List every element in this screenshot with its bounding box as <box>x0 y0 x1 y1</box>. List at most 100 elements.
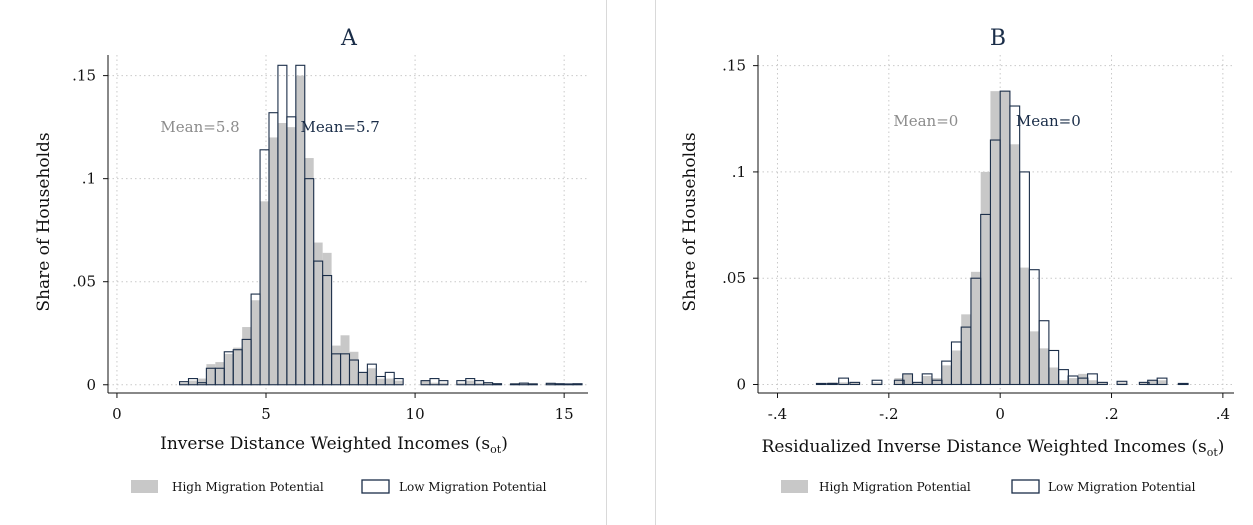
x-axis-label-close: ) <box>501 434 508 454</box>
y-tick-label: 0 <box>86 376 96 394</box>
low-bar <box>1156 377 1168 386</box>
high-bar <box>188 380 198 385</box>
high-bar <box>429 382 439 385</box>
x-tick-label: .2 <box>1104 405 1118 423</box>
y-tick-label: 0 <box>736 375 746 393</box>
mean-high-label: Mean=5.8 <box>160 118 239 136</box>
low-bar <box>1048 349 1060 386</box>
y-tick-label: .1 <box>82 170 96 188</box>
high-bar <box>1000 91 1010 385</box>
high-bar <box>980 171 991 385</box>
high-bar <box>179 382 189 385</box>
y-tick-label: .1 <box>732 163 746 181</box>
high-bar <box>358 372 368 385</box>
high-bar <box>385 378 395 385</box>
high-bar <box>242 327 252 385</box>
high-bar <box>260 201 269 385</box>
high-bar <box>1048 367 1059 385</box>
low-bar <box>509 383 520 386</box>
high-bar <box>1078 373 1088 385</box>
histogram-chart-a: A 0 .05 .1 .15 0 5 10 15 Mean=5.8 Mean=5.7 Shar… <box>34 26 588 494</box>
high-bar <box>465 380 475 385</box>
low-bar <box>554 383 565 386</box>
low-bar <box>893 379 905 386</box>
high-bar <box>277 123 287 385</box>
high-bar <box>268 137 278 385</box>
panel-a: A 0 .05 .1 .15 0 5 10 15 Mean=5.8 Mean=5.7 Shar… <box>0 0 607 525</box>
high-bar <box>286 127 296 385</box>
high-bar <box>1087 380 1098 385</box>
high-bar <box>340 335 350 385</box>
high-bar <box>1147 380 1158 385</box>
high-bar <box>197 378 207 385</box>
low-bar <box>366 363 377 386</box>
high-bar <box>902 373 913 385</box>
high-bar <box>849 382 860 385</box>
low-bar <box>492 383 503 386</box>
high-bar <box>546 383 556 385</box>
high-bar <box>1097 382 1108 385</box>
y-tick-label: .15 <box>72 67 96 85</box>
low-bar <box>849 381 861 386</box>
x-tick-label: -.2 <box>879 405 898 423</box>
legend-swatch-high <box>781 480 808 493</box>
high-bar <box>951 350 962 385</box>
high-bar <box>990 91 1001 385</box>
low-migration-bars <box>815 90 1189 386</box>
low-bar <box>1177 382 1189 386</box>
high-bar <box>215 362 225 385</box>
legend-label-high: High Migration Potential <box>819 480 971 494</box>
mean-low-label: Mean=5.7 <box>301 118 380 136</box>
high-bar <box>367 368 377 385</box>
low-bar <box>1116 380 1128 386</box>
axes-layer: 0 .05 .1 .15 -.4 -.2 0 .2 .4 <box>722 55 1234 423</box>
high-bar <box>1019 267 1030 385</box>
high-bar <box>394 380 404 385</box>
chart-title: B <box>990 26 1006 51</box>
x-axis-label-main: Residualized Inverse Distance Weighted I… <box>762 437 1207 457</box>
panel-b: B 0 .05 .1 .15 -.4 -.2 0 .2 .4 Mean=0 Mean=0 Sha… <box>655 0 1253 525</box>
low-bar <box>187 378 198 386</box>
high-bar <box>295 75 305 385</box>
high-bar <box>322 252 332 385</box>
high-bar <box>349 351 359 385</box>
high-bar <box>970 271 981 385</box>
high-bar <box>932 378 942 385</box>
low-bar <box>838 377 850 386</box>
low-bar <box>815 382 827 386</box>
x-axis-label: Residualized Inverse Distance Weighted I… <box>762 437 1225 459</box>
mean-high-label: Mean=0 <box>893 112 958 130</box>
x-tick-label: 10 <box>406 405 425 423</box>
high-bar <box>331 345 341 385</box>
axes-layer: 0 .05 .1 .15 0 5 10 15 <box>72 55 588 423</box>
low-bar <box>393 378 404 386</box>
y-tick-label: .15 <box>722 57 746 75</box>
legend-swatch-high <box>131 480 158 493</box>
x-tick-label: 0 <box>995 405 1005 423</box>
high-bar <box>1157 380 1167 385</box>
legend-label-high: High Migration Potential <box>172 480 324 494</box>
x-tick-label: 15 <box>555 405 574 423</box>
high-bar <box>251 300 261 385</box>
y-axis-label: Share of Households <box>680 132 700 311</box>
legend-swatch-low <box>1011 479 1040 494</box>
high-bar <box>474 382 484 385</box>
high-migration-bars <box>179 75 583 385</box>
legend: High Migration Potential Low Migration P… <box>131 479 547 494</box>
high-bar <box>313 242 323 385</box>
x-tick-label: .4 <box>1216 405 1230 423</box>
legend-label-low: Low Migration Potential <box>399 480 547 494</box>
high-bar <box>1039 348 1049 385</box>
low-bar <box>527 383 538 386</box>
high-bar <box>438 382 448 385</box>
low-bar <box>572 383 583 386</box>
high-bar <box>233 347 243 385</box>
high-bar <box>224 353 234 385</box>
low-bar <box>563 383 574 386</box>
high-bar <box>1029 331 1040 385</box>
low-bar <box>902 373 914 386</box>
x-axis-label-close: ) <box>1218 437 1225 457</box>
x-axis-label-main: Inverse Distance Weighted Incomes (s <box>160 434 490 454</box>
high-bar <box>912 382 923 385</box>
x-axis-label-sub: ot <box>1207 446 1219 459</box>
